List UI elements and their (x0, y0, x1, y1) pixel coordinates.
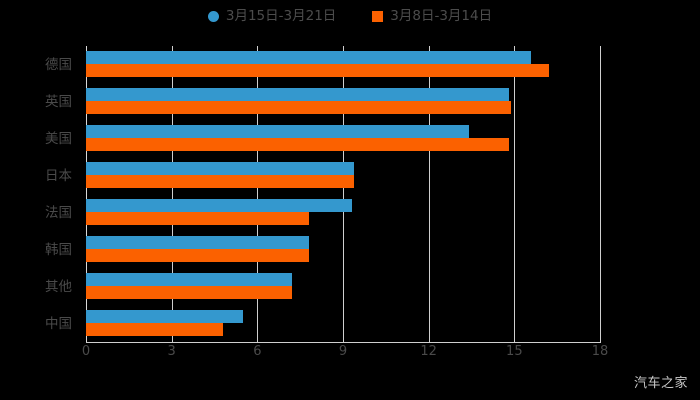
bar-0[interactable] (86, 162, 355, 175)
x-tick-label: 12 (420, 344, 437, 359)
bar-group: 法国 (45, 194, 600, 231)
bar-1[interactable] (86, 64, 549, 77)
legend-entry-1[interactable]: 3月8日-3月14日 (372, 9, 492, 23)
gridline (257, 46, 259, 342)
y-axis-label: 其他 (45, 278, 72, 295)
bar-0[interactable] (86, 125, 469, 138)
bar-0[interactable] (86, 199, 352, 212)
bar-group: 英国 (45, 83, 600, 120)
x-tick-label: 3 (167, 344, 176, 359)
gridline (343, 46, 344, 342)
bar-1[interactable] (86, 286, 292, 299)
bar-group: 美国 (45, 120, 600, 157)
bar-group: 日本 (45, 157, 600, 194)
x-tick-label: 15 (506, 344, 523, 359)
y-axis-label: 中国 (45, 315, 72, 332)
bar-1[interactable] (86, 212, 309, 225)
x-tick-label: 9 (338, 344, 348, 359)
bar-group: 韩国 (45, 231, 600, 268)
legend-entry-0[interactable]: 3月15日-3月21日 (207, 8, 337, 24)
legend-label-1: 3月8日-3月14日 (390, 8, 493, 24)
y-axis-label: 日本 (45, 167, 72, 184)
bar-group: 其他 (45, 268, 600, 305)
gridline (428, 46, 430, 342)
gridline (600, 46, 601, 342)
bar-group: 德国 (45, 46, 600, 83)
bar-0[interactable] (86, 310, 244, 323)
y-axis-label: 美国 (45, 130, 72, 147)
x-tick-label: 18 (591, 344, 609, 359)
chart-legend: 3月15日-3月21日 3月8日-3月14日 (0, 9, 700, 23)
legend-label-0: 3月15日-3月21日 (225, 8, 337, 24)
bar-1[interactable] (86, 101, 512, 114)
x-tick-label: 0 (81, 344, 91, 359)
bar-1[interactable] (86, 323, 224, 336)
watermark: 汽车之家 (633, 376, 688, 391)
bar-1[interactable] (86, 249, 309, 262)
bar-1[interactable] (86, 175, 355, 188)
bar-0[interactable] (86, 273, 292, 286)
y-axis-label: 法国 (45, 204, 72, 221)
bar-0[interactable] (86, 88, 509, 101)
bar-0[interactable] (86, 51, 532, 64)
x-axis-line (86, 342, 601, 343)
y-axis-label: 英国 (45, 93, 72, 110)
legend-swatch-circle-icon (207, 10, 219, 22)
bar-0[interactable] (86, 236, 309, 249)
gridline (171, 46, 173, 342)
y-axis-line (86, 46, 87, 342)
y-axis-label: 韩国 (45, 241, 72, 258)
legend-swatch-square-icon (372, 10, 384, 22)
x-tick-label: 6 (253, 344, 262, 359)
y-axis-label: 德国 (45, 56, 72, 73)
gridline (514, 46, 516, 342)
bar-group: 中国 (45, 305, 600, 342)
plot-area: 德国英国美国日本法国韩国其他中国 (45, 46, 601, 342)
bar-1[interactable] (86, 138, 509, 151)
